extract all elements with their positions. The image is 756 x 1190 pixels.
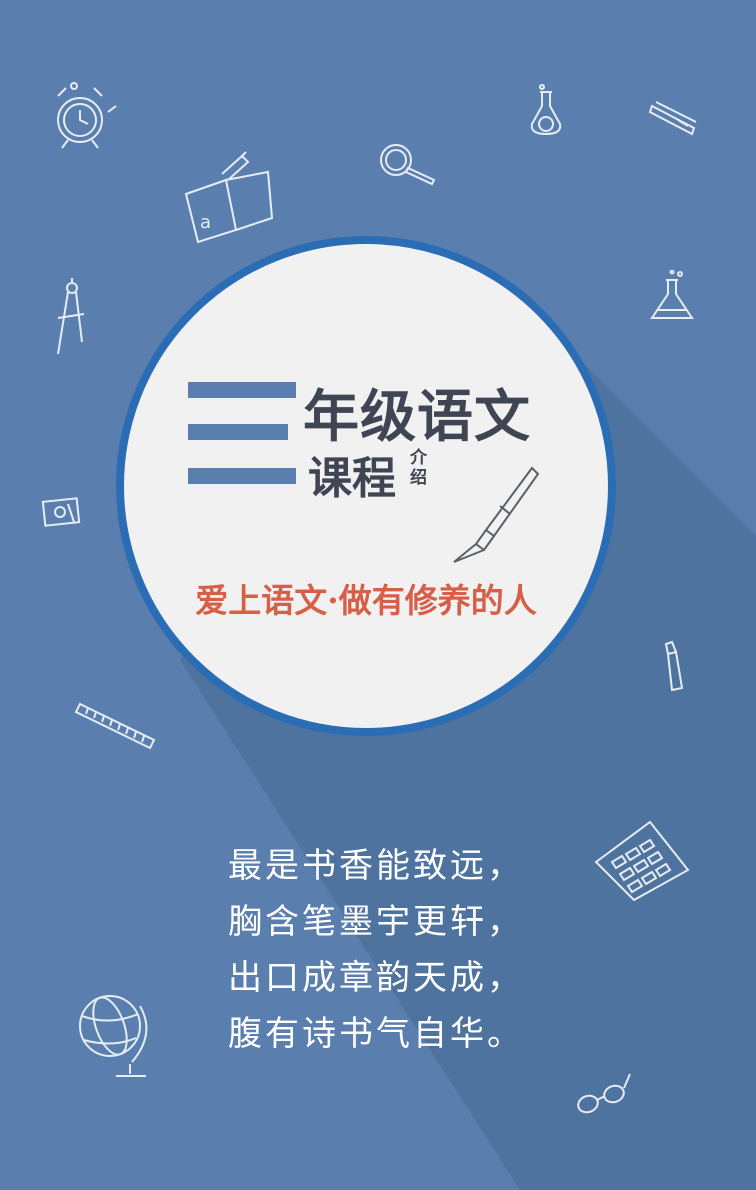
- grade-bar-1: [188, 382, 296, 398]
- poem-line-4: 腹有诗书气自华。: [228, 1014, 524, 1054]
- slogan: 爱上语文·做有修养的人: [195, 581, 537, 620]
- magnifier-icon: [376, 140, 440, 186]
- poem-line-1: 最是书香能致远，: [228, 846, 524, 886]
- globe-icon: [72, 986, 156, 1082]
- calculator-icon: [592, 818, 692, 902]
- grade-bar-3: [188, 468, 296, 484]
- title-main: 年级语文: [303, 385, 531, 450]
- alarm-clock-icon: [44, 76, 120, 156]
- compass-icon: [52, 278, 92, 358]
- title-sub: 课程: [308, 453, 396, 504]
- book-pen-icon: a: [182, 150, 278, 244]
- grade-bar-2: [188, 424, 288, 440]
- title-small: 介绍: [410, 448, 427, 488]
- sharpener-icon: [40, 494, 84, 530]
- glasses-icon: [574, 1070, 634, 1120]
- beaker-icon: [644, 270, 700, 326]
- stapler-icon: [648, 96, 700, 138]
- fountain-pen-icon: [440, 462, 540, 570]
- svg-text:a: a: [200, 212, 211, 233]
- poem-line-3: 出口成章韵天成，: [228, 958, 524, 998]
- poem: 最是书香能致远， 胸含笔墨宇更轩， 出口成章韵天成， 腹有诗书气自华。: [228, 838, 548, 1062]
- title-circle: [116, 236, 616, 736]
- poem-line-2: 胸含笔墨宇更轩，: [228, 902, 524, 942]
- grade-three-mark: [188, 382, 298, 486]
- ruler-icon: [74, 698, 158, 754]
- glue-icon: [660, 640, 686, 692]
- flask-icon: [522, 84, 572, 140]
